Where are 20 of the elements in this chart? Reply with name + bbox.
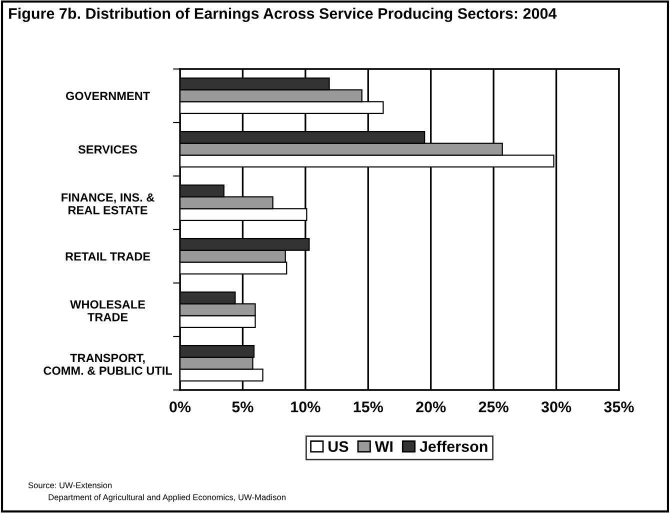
text: Department of Agricultural and Applied Economics, UW-Madison bbox=[48, 494, 286, 502]
y-tick-label: GOVERNMENT bbox=[66, 92, 150, 100]
legend-label: US bbox=[328, 441, 348, 452]
x-tick-label: 5% bbox=[232, 402, 254, 412]
x-tick-label: 15% bbox=[354, 402, 384, 412]
y-tick-label: SERVICES bbox=[78, 145, 138, 154]
y-tick-label: FINANCE, INS. & REAL ESTATE bbox=[62, 193, 154, 214]
x-tick-label: 35% bbox=[604, 402, 634, 412]
y-tick-label: TRANSPORT, COMM. & PUBLIC UTIL bbox=[44, 354, 172, 375]
chart-title: Figure 7b. Distribution of Earnings Across Service Producing Sectors: 2004 bbox=[9, 8, 557, 22]
x-tick-label: 30% bbox=[541, 402, 572, 412]
x-tick-label: 0% bbox=[170, 402, 191, 412]
x-tick-label: 25% bbox=[478, 402, 508, 412]
y-tick-label: WHOLESALE TRADE bbox=[70, 300, 146, 322]
x-tick-label: 20% bbox=[416, 402, 446, 412]
y-tick-label: RETAIL TRADE bbox=[66, 252, 150, 261]
legend-label: Jefferson bbox=[420, 440, 488, 452]
x-tick-label: 10% bbox=[291, 402, 320, 412]
source-note: Source: UW-Extension bbox=[28, 482, 112, 488]
legend-label: WI bbox=[374, 441, 392, 452]
